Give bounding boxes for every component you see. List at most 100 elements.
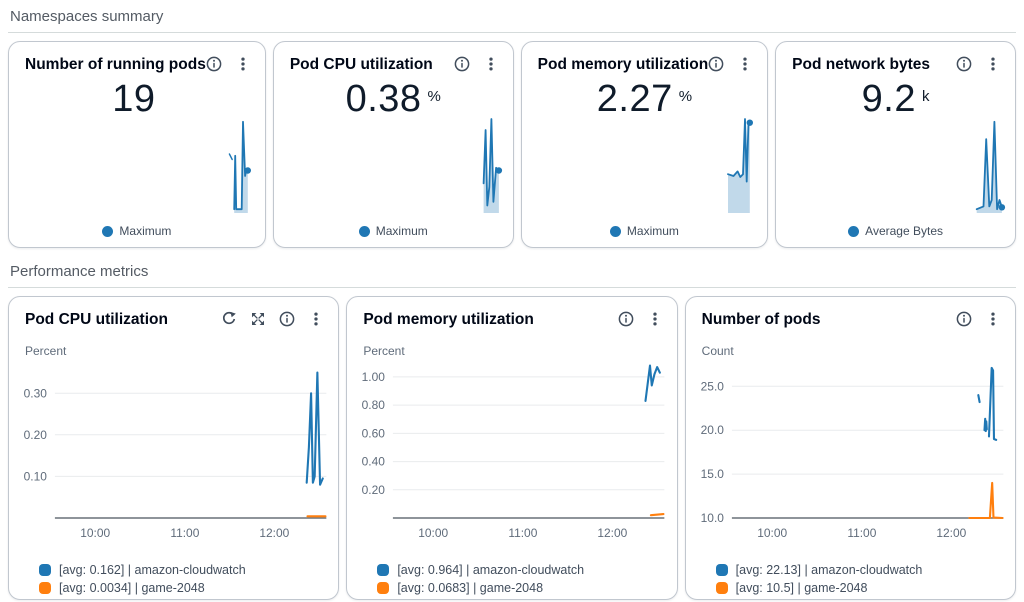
svg-text:0.40: 0.40 (362, 455, 386, 469)
card-header-icons (956, 56, 1001, 72)
legend-label: Maximum (375, 224, 428, 238)
card-title: Pod memory utilization (537, 56, 709, 73)
info-button[interactable] (206, 56, 222, 72)
line-chart[interactable]: 0.10 0.20 0.30 10:00 11:00 12:00 (9, 360, 338, 560)
info-button[interactable] (618, 311, 634, 327)
metric-value: 9.2 k (776, 80, 1015, 118)
metric-number: 9.2 (861, 78, 916, 120)
legend-color-dot (358, 225, 370, 237)
svg-text:11:00: 11:00 (170, 526, 199, 540)
svg-text:12:00: 12:00 (936, 526, 966, 540)
svg-text:10:00: 10:00 (757, 526, 787, 540)
expand-icon (252, 313, 265, 325)
svg-text:25.0: 25.0 (700, 379, 724, 393)
card-legend: Maximum (522, 224, 768, 238)
metric-number: 2.27 (596, 78, 673, 120)
info-button[interactable] (956, 311, 972, 327)
ellipsis-icon (991, 57, 995, 71)
legend-item[interactable]: [avg: 0.0034] | game-2048 (39, 581, 322, 595)
legend-color-dot (609, 225, 621, 237)
card-header-icons (206, 56, 251, 72)
info-icon (279, 311, 295, 327)
info-icon (454, 56, 470, 72)
ellipsis-button[interactable] (985, 56, 1001, 72)
y-axis-unit-label: Percent (25, 344, 67, 358)
metric-chart-card: Pod memory utilization Percent 0.20 0.40 0… (346, 296, 678, 600)
legend-label: [avg: 0.0034] | game-2048 (59, 581, 205, 595)
legend-color-dot (715, 564, 728, 576)
svg-text:20.0: 20.0 (700, 423, 724, 437)
section-title-performance-metrics: Performance metrics (8, 261, 1016, 288)
card-title: Pod network bytes (792, 56, 930, 73)
metric-unit: % (678, 88, 693, 105)
svg-text:12:00: 12:00 (259, 526, 289, 540)
legend-item[interactable]: [avg: 0.162] | amazon-cloudwatch (39, 563, 322, 577)
legend-color-dot (102, 225, 114, 237)
legend-color-dot (39, 564, 51, 576)
card-header: Number of pods (686, 297, 1015, 329)
svg-text:10:00: 10:00 (80, 526, 110, 540)
info-icon (956, 56, 972, 72)
svg-text:0.80: 0.80 (362, 398, 386, 412)
ellipsis-button[interactable] (308, 311, 324, 327)
legend-color-dot (715, 582, 728, 594)
legend-label: [avg: 0.162] | amazon-cloudwatch (59, 563, 246, 577)
svg-text:15.0: 15.0 (700, 467, 724, 481)
ellipsis-icon (991, 312, 995, 326)
line-chart[interactable]: 10.0 15.0 20.0 25.0 10:00 11:00 12:00 (686, 360, 1015, 560)
card-title: Pod CPU utilization (289, 56, 433, 73)
chart-legend: [avg: 22.13] | amazon-cloudwatch [avg: 10… (686, 560, 1015, 595)
ellipsis-button[interactable] (647, 311, 663, 327)
metric-value: 2.27% (522, 80, 768, 118)
metric-chart-card: Number of pods Count 10.0 15.0 20.0 25.0 10:… (684, 296, 1016, 600)
info-button[interactable] (279, 311, 295, 327)
chart-legend: [avg: 0.162] | amazon-cloudwatch [avg: 0.… (9, 560, 338, 595)
card-header: Number of running pods (9, 42, 265, 74)
info-icon (956, 311, 972, 327)
card-header-icons (618, 311, 663, 327)
card-header: Pod CPU utilization (9, 297, 338, 329)
sparkline-chart (975, 120, 1006, 213)
svg-text:1.00: 1.00 (362, 370, 386, 384)
svg-text:10:00: 10:00 (419, 526, 449, 540)
card-header: Pod memory utilization (522, 42, 768, 74)
metric-number: 19 (112, 78, 156, 120)
svg-text:0.20: 0.20 (362, 483, 386, 497)
ellipsis-icon (653, 312, 657, 326)
ellipsis-button[interactable] (985, 311, 1001, 327)
ellipsis-button[interactable] (737, 56, 753, 72)
metric-number: 0.38 (345, 78, 422, 120)
metric-chart-card: Pod CPU utilization Percent 0.10 0.20 0.30… (8, 296, 340, 600)
section-title-namespaces-summary: Namespaces summary (8, 6, 1016, 33)
ellipsis-button[interactable] (483, 56, 499, 72)
ellipsis-icon (743, 57, 747, 71)
legend-label: [avg: 10.5] | game-2048 (735, 581, 868, 595)
card-header: Pod memory utilization (347, 297, 676, 329)
ellipsis-button[interactable] (235, 56, 251, 72)
legend-item[interactable]: [avg: 22.13] | amazon-cloudwatch (715, 563, 999, 577)
metric-unit: k (922, 88, 930, 105)
info-button[interactable] (454, 56, 470, 72)
legend-label: [avg: 22.13] | amazon-cloudwatch (735, 563, 923, 577)
info-icon (618, 311, 634, 327)
info-button[interactable] (708, 56, 724, 72)
card-header: Pod CPU utilization (274, 42, 513, 74)
line-chart[interactable]: 0.20 0.40 0.60 0.80 1.00 10:00 11:00 12:00 (347, 360, 676, 560)
expand-button[interactable] (250, 311, 266, 327)
legend-label: Average Bytes (865, 224, 943, 238)
card-legend: Maximum (274, 224, 513, 238)
card-header: Pod network bytes (776, 42, 1015, 74)
legend-item[interactable]: [avg: 0.964] | amazon-cloudwatch (377, 563, 660, 577)
sparkline-chart (228, 120, 251, 213)
sparkline-chart (727, 118, 754, 213)
svg-text:0.10: 0.10 (24, 469, 48, 483)
legend-item[interactable]: [avg: 10.5] | game-2048 (715, 581, 999, 595)
legend-item[interactable]: [avg: 0.0683] | game-2048 (377, 581, 660, 595)
svg-text:10.0: 10.0 (700, 511, 724, 525)
info-button[interactable] (956, 56, 972, 72)
card-title: Pod memory utilization (363, 311, 534, 328)
card-title: Pod CPU utilization (25, 311, 168, 328)
card-header-icons (708, 56, 753, 72)
refresh-button[interactable] (221, 311, 237, 327)
